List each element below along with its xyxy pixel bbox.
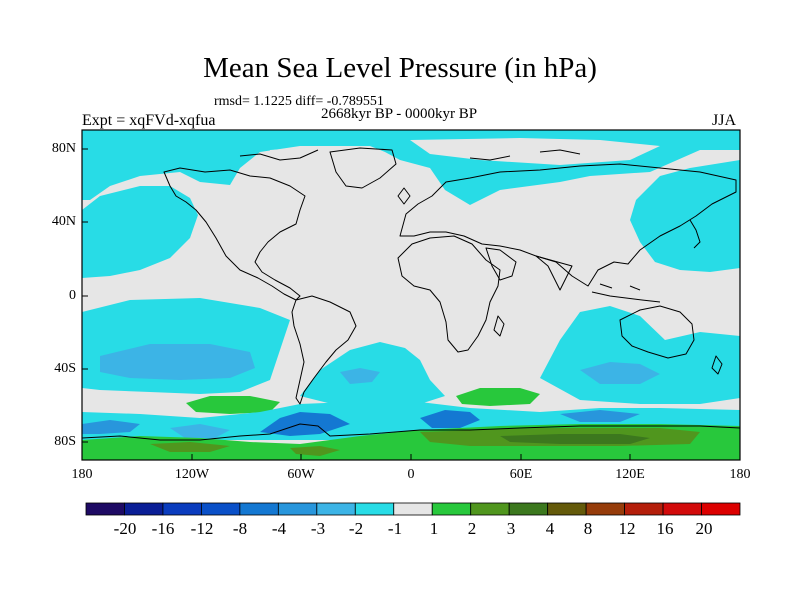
blue-region [340, 368, 380, 384]
colorbar-label: 20 [695, 519, 713, 538]
period-text: 2668kyr BP - 0000kyr BP [321, 106, 478, 122]
colorbar-box [508, 502, 549, 516]
madagascar-coastline [493, 315, 505, 337]
lat-label-0: 0 [69, 288, 76, 303]
colorbar-box [201, 502, 241, 516]
green-region [290, 446, 340, 456]
axis-ticks [82, 148, 631, 460]
green-region [500, 434, 650, 444]
colorbar-label: -4 [271, 519, 287, 538]
new-zealand-coastline [711, 355, 723, 375]
antarctica-coastline [82, 423, 740, 441]
north-america-coastline [163, 167, 306, 301]
coastlines [82, 147, 740, 441]
lat-label-40s: 40S [54, 361, 76, 376]
colorbar-label: -1 [387, 519, 403, 538]
africa-coastline [397, 235, 501, 353]
lon-label-60w: 60W [287, 467, 315, 482]
colorbar-label: 12 [618, 519, 636, 538]
blue-region [100, 344, 255, 380]
colorbar [85, 502, 741, 516]
colorbar-box [547, 502, 587, 516]
lat-label-40n: 40N [51, 214, 76, 229]
colorbar-label: -12 [190, 519, 214, 538]
lon-label-180w: 180 [71, 467, 93, 482]
cyan-region [540, 306, 740, 404]
experiment-label: Expt = xqFVd-xqfua [82, 112, 216, 129]
japan-coastline [689, 219, 701, 249]
blue-region [560, 410, 640, 422]
arabia-coastline [485, 247, 517, 281]
colorbar-label: -16 [151, 519, 175, 538]
colorbar-box [393, 502, 433, 516]
colorbar-label: 3 [506, 519, 516, 538]
green-region [150, 442, 230, 452]
map-title: Mean Sea Level Pressure (in hPa) [203, 52, 597, 84]
colorbar-label: 16 [656, 519, 674, 538]
lon-label-120w: 120W [174, 467, 210, 482]
indonesia-coastline [591, 283, 661, 303]
colorbar-box [277, 502, 318, 516]
blue-region [82, 420, 140, 434]
colorbar-box [85, 502, 125, 516]
colorbar-box [239, 502, 279, 516]
colorbar-box [701, 502, 741, 516]
colorbar-box [624, 502, 664, 516]
colorbar-label: 4 [545, 519, 555, 538]
eurasia-coastline [399, 163, 737, 287]
colorbar-box [124, 502, 164, 516]
season-label: JJA [712, 112, 737, 129]
lat-label-80s: 80S [54, 434, 76, 449]
map-plot-area [82, 130, 740, 460]
arctic-islands-coastline [239, 149, 581, 161]
colorbar-box [316, 502, 356, 516]
blue-region [170, 424, 230, 438]
stats-text: rmsd= 1.1225 diff= -0.789551 [214, 94, 384, 109]
colorbar-label: -20 [113, 519, 137, 538]
green-region [186, 396, 280, 414]
blue-region [420, 410, 480, 428]
greenland-coastline [329, 147, 397, 189]
neutral-region [265, 148, 370, 188]
uk-coastline [397, 187, 411, 205]
cyan-region [630, 160, 740, 272]
colorbar-label: -3 [310, 519, 326, 538]
colorbar-label: -2 [348, 519, 364, 538]
colorbar-label: 8 [583, 519, 593, 538]
blue-region [580, 362, 660, 384]
colorbar-label: 1 [429, 519, 439, 538]
colorbar-label: -8 [232, 519, 248, 538]
colorbar-box [162, 502, 202, 516]
colorbar-box [662, 502, 702, 516]
india-coastline [535, 255, 573, 291]
south-america-coastline [291, 295, 357, 405]
cyan-region [82, 186, 198, 278]
colorbar-box [470, 502, 510, 516]
green-region [456, 388, 540, 406]
colorbar-box [431, 502, 472, 516]
colorbar-label: 2 [467, 519, 477, 538]
lon-label-180e: 180 [729, 467, 751, 482]
lat-label-80n: 80N [51, 141, 76, 156]
colorbar-box [585, 502, 625, 516]
australia-coastline [619, 305, 695, 359]
colorbar-box [354, 502, 395, 516]
lon-label-0: 0 [407, 467, 415, 482]
lon-label-60e: 60E [509, 467, 533, 482]
lon-label-120e: 120E [615, 467, 645, 482]
